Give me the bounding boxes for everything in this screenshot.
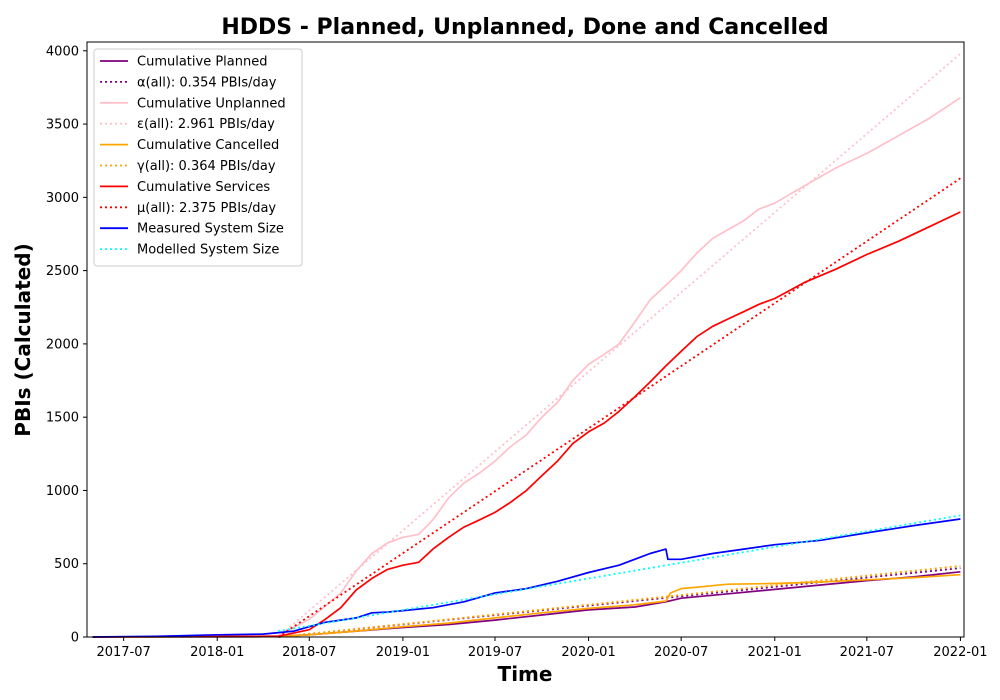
legend-label-modelled-system-size: Modelled System Size <box>137 243 279 258</box>
x-tick-label: 2017-07 <box>96 645 150 660</box>
chart-title: HDDS - Planned, Unplanned, Done and Canc… <box>221 15 828 40</box>
series-line-2 <box>92 96 961 638</box>
legend-label-cumulative-cancelled: Cumulative Cancelled <box>137 138 279 153</box>
y-axis-label: PBIs (Calculated) <box>11 243 35 436</box>
legend-label-cumulative-unplanned: Cumulative Unplanned <box>137 96 286 111</box>
series-line-5 <box>278 565 961 638</box>
x-tick-label: 2021-01 <box>748 645 802 660</box>
legend-label-all-2-961-pbis-day: ε(all): 2.961 PBIs/day <box>137 117 275 132</box>
series-line-9 <box>278 514 961 632</box>
x-tick-label: 2020-01 <box>561 645 615 660</box>
y-tick-label: 2000 <box>46 337 79 352</box>
y-tick-label: 1500 <box>46 411 79 426</box>
series-line-1 <box>278 567 961 638</box>
legend-label-measured-system-size: Measured System Size <box>137 222 284 237</box>
legend-label-cumulative-planned: Cumulative Planned <box>137 55 267 70</box>
legend-label-all-2-375-pbis-day: μ(all): 2.375 PBIs/day <box>137 201 276 216</box>
y-tick-label: 3500 <box>46 118 79 133</box>
x-tick-label: 2019-01 <box>376 645 430 660</box>
legend-label-all-0-364-pbis-day: γ(all): 0.364 PBIs/day <box>137 159 276 174</box>
legend-label-all-0-354-pbis-day: α(all): 0.354 PBIs/day <box>137 75 277 90</box>
x-tick-label: 2018-01 <box>190 645 244 660</box>
x-tick-label: 2021-07 <box>840 645 894 660</box>
series-line-4 <box>92 573 961 638</box>
plot-frame <box>86 41 965 638</box>
x-axis-label: Time <box>498 662 553 686</box>
legend: Cumulative Planned α(all): 0.354 PBIs/day… <box>93 48 303 267</box>
y-tick-label: 2500 <box>46 264 79 279</box>
y-tick-label: 1000 <box>46 484 79 499</box>
series-line-6 <box>92 211 961 638</box>
y-axis: 0 500 1000 1500 2000 2500 3000 3500 4000 <box>46 44 87 646</box>
x-axis: 2017-07 2018-01 2018-07 2019-01 2019-07 2020-… <box>96 637 988 660</box>
series-layer <box>92 53 961 638</box>
series-line-7 <box>277 177 961 638</box>
x-tick-label: 2020-07 <box>654 645 708 660</box>
legend-box <box>93 48 303 267</box>
y-tick-label: 500 <box>54 557 79 572</box>
legend-label-cumulative-services: Cumulative Services <box>137 180 270 195</box>
y-tick-label: 0 <box>71 631 79 646</box>
x-tick-label: 2018-07 <box>282 645 336 660</box>
y-tick-label: 3000 <box>46 191 79 206</box>
x-tick-label: 2022-01 <box>933 645 987 660</box>
x-tick-label: 2019-07 <box>468 645 522 660</box>
y-tick-label: 4000 <box>46 44 79 59</box>
